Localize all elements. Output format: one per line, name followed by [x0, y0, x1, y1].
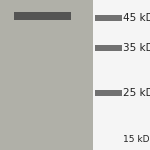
- FancyBboxPatch shape: [93, 0, 150, 150]
- FancyBboxPatch shape: [94, 45, 122, 51]
- FancyBboxPatch shape: [94, 90, 122, 96]
- FancyBboxPatch shape: [0, 0, 93, 150]
- Text: 25 kD: 25 kD: [123, 88, 150, 98]
- FancyBboxPatch shape: [94, 15, 122, 21]
- Text: 45 kD: 45 kD: [123, 13, 150, 23]
- Text: 35 kD: 35 kD: [123, 43, 150, 53]
- Text: 15 kD: 15 kD: [123, 135, 150, 144]
- FancyBboxPatch shape: [14, 12, 70, 20]
